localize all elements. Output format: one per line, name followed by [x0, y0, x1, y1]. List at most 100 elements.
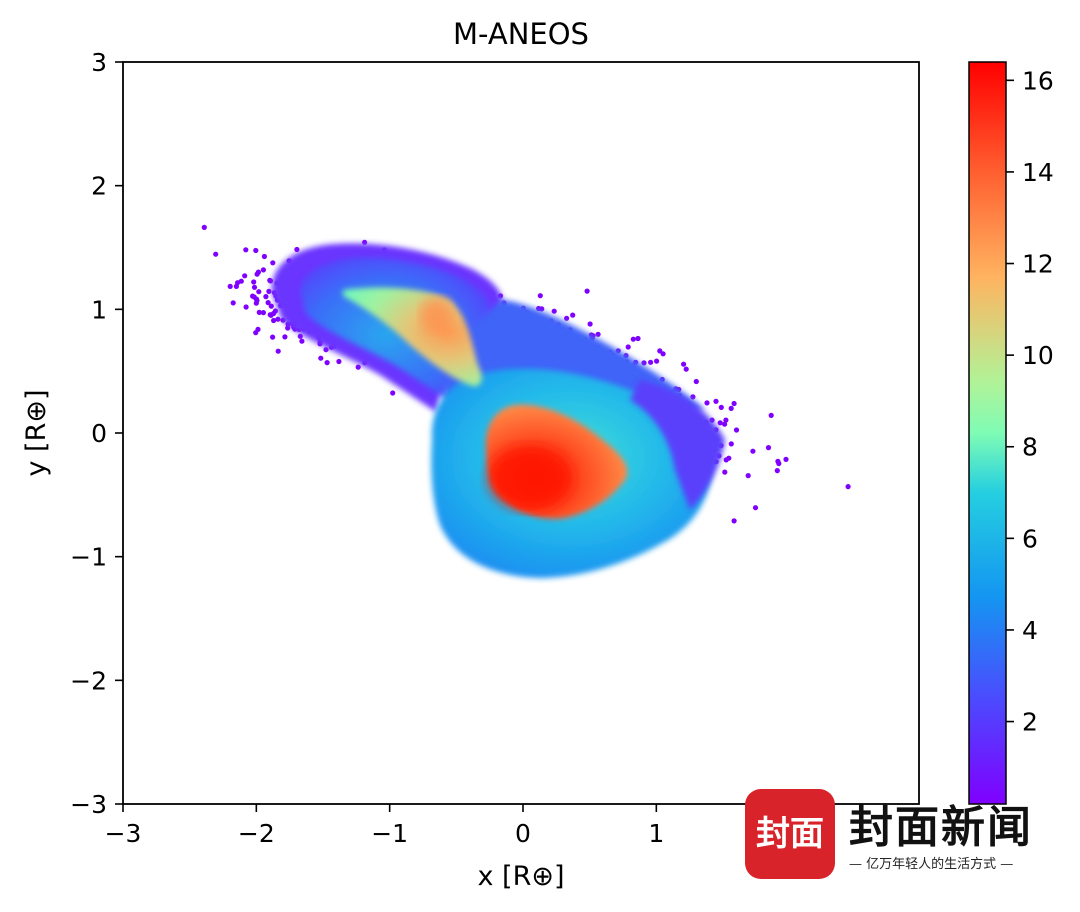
colorbar-tick-label: 12 [1022, 250, 1054, 279]
y-tick-label: −1 [70, 543, 107, 572]
debris-point [238, 278, 244, 284]
debris-point [260, 310, 266, 316]
colorbar-gradient [968, 61, 1007, 805]
debris-point [584, 288, 590, 294]
x-tick-label: −1 [371, 819, 408, 848]
debris-point [570, 312, 576, 318]
debris-point [648, 359, 654, 365]
debris-point [251, 279, 257, 285]
debris-point [693, 378, 699, 385]
debris-point [201, 224, 207, 230]
x-axis: −3 −2 −1 0 1 [105, 804, 664, 848]
debris-point [265, 300, 271, 306]
debris-point [776, 460, 782, 467]
watermark-name: 封面新闻 [849, 802, 1033, 853]
debris-point [745, 473, 751, 479]
colorbar-tick-label: 14 [1022, 158, 1054, 187]
x-tick-label: −2 [238, 819, 275, 848]
debris-point [723, 417, 729, 423]
y-tick-label: 3 [91, 48, 107, 77]
y-tick-label: 1 [91, 295, 107, 324]
watermark-logo: 封面 封面新闻 — 亿万年轻人的生活方式 — [745, 787, 1045, 883]
debris-point [731, 400, 737, 407]
y-tick-label: −3 [70, 790, 107, 819]
debris-point [625, 344, 631, 350]
debris-point [268, 303, 274, 309]
debris-point [722, 421, 728, 427]
debris-point [537, 293, 543, 299]
debris-point [233, 283, 239, 289]
debris-point [336, 358, 342, 365]
chart-title: M-ANEOS [453, 17, 589, 51]
debris-point [275, 316, 281, 322]
debris-point [285, 325, 291, 331]
debris-point [260, 267, 266, 273]
debris-point [630, 336, 636, 342]
debris-point [635, 335, 641, 342]
debris-point [256, 289, 262, 295]
debris-point [266, 288, 272, 294]
debris-point [318, 355, 324, 361]
debris-point [704, 400, 710, 406]
debris-point [253, 330, 259, 336]
colorbar-tick-label: 4 [1022, 616, 1038, 645]
debris-point [390, 390, 396, 396]
lower-core-peak [488, 446, 572, 510]
debris-point [750, 448, 756, 454]
debris-point [294, 246, 300, 253]
debris-point [713, 398, 719, 404]
debris-point [654, 358, 660, 364]
debris-point [243, 247, 249, 253]
debris-point [765, 445, 772, 451]
debris-point [362, 239, 368, 245]
debris-point [263, 294, 269, 300]
colorbar-tick-label: 8 [1022, 433, 1038, 462]
debris-point [253, 247, 259, 254]
debris-point [723, 457, 729, 463]
debris-point [253, 296, 260, 302]
debris-point [297, 333, 303, 339]
debris-point [683, 366, 689, 372]
x-tick-label: 1 [648, 819, 664, 848]
debris-point [282, 334, 288, 340]
debris-point [690, 394, 696, 400]
debris-point [660, 351, 666, 357]
right-tail [630, 380, 725, 510]
density-bodies [271, 243, 725, 578]
debris-point [227, 283, 233, 289]
colorbar-tick-label: 6 [1022, 524, 1038, 553]
debris-point [253, 300, 259, 306]
debris-point [251, 284, 258, 290]
debris-point [230, 300, 236, 306]
debris-point [270, 260, 276, 266]
y-tick-label: −2 [70, 666, 107, 695]
debris-point [256, 309, 262, 315]
debris-point [595, 331, 601, 337]
colorbar-tick-label: 2 [1022, 708, 1038, 737]
watermark-slogan: — 亿万年轻人的生活方式 — [849, 857, 1014, 872]
debris-point [275, 348, 281, 354]
debris-point [641, 360, 647, 366]
debris-point [783, 456, 789, 462]
y-axis-label: y [R⊕] [21, 389, 52, 476]
debris-point [752, 505, 759, 511]
x-tick-label: −3 [105, 819, 142, 848]
debris-point [213, 251, 219, 257]
debris-point [355, 364, 361, 370]
debris-point [587, 321, 593, 327]
debris-point [728, 441, 734, 447]
debris-point [722, 469, 728, 475]
plot-area [201, 224, 851, 578]
debris-point [718, 404, 724, 410]
debris-point [299, 338, 305, 344]
y-axis: −3 −2 −1 0 1 2 3 [70, 48, 123, 819]
colorbar-ticks: 2 4 6 8 10 12 14 16 [1006, 66, 1054, 737]
debris-point [731, 518, 737, 524]
y-tick-label: 2 [91, 172, 107, 201]
x-tick-label: 0 [515, 819, 531, 848]
debris-point [271, 317, 277, 324]
debris-point [733, 427, 740, 433]
debris-point [774, 468, 780, 474]
watermark-badge-text: 封面 [756, 814, 824, 854]
